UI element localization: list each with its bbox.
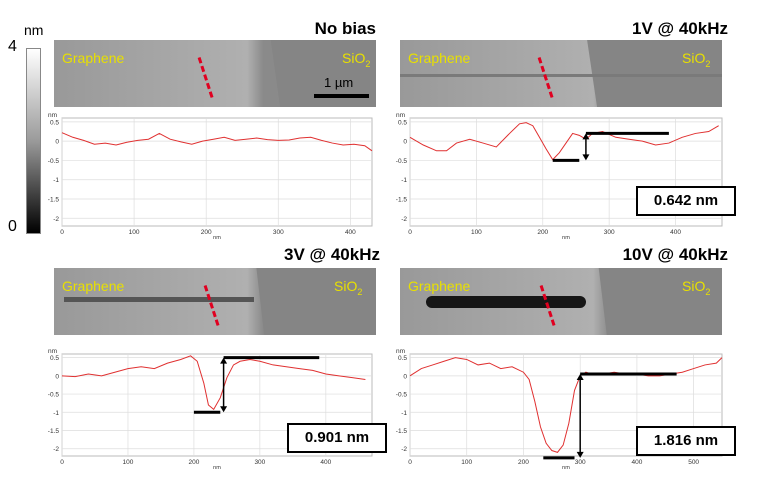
x-tick-label: 200 (201, 229, 212, 236)
y-tick-label: -0.5 (396, 158, 408, 165)
sio2-region (256, 268, 376, 335)
panel-title-1v: 1V @ 40kHz (632, 19, 728, 38)
sio2-region (598, 268, 722, 335)
x-tick-label: 300 (273, 229, 284, 236)
y-tick-label: -1 (53, 410, 59, 417)
x-axis-label: nm (562, 235, 570, 240)
afm-image-10v: Graphene SiO2 (400, 268, 722, 335)
y-tick-label: 0 (55, 373, 59, 380)
y-tick-label: -1.5 (48, 428, 60, 435)
colorbar-max-label: 4 (8, 38, 17, 55)
y-tick-label: -2 (53, 216, 59, 223)
x-tick-label: 300 (575, 459, 586, 466)
cut-line (203, 284, 223, 326)
scale-bar-label: 1 µm (324, 75, 354, 90)
oxidation-line (426, 296, 586, 308)
measurement-box-3v: 0.901 nm (287, 423, 387, 453)
y-tick-label: 0 (403, 373, 407, 380)
x-tick-label: 400 (631, 459, 642, 466)
x-tick-label: 200 (518, 459, 529, 466)
x-tick-label: 400 (670, 229, 681, 236)
scale-bar (314, 94, 369, 98)
x-tick-label: 400 (345, 229, 356, 236)
x-axis-label: nm (213, 235, 221, 240)
panel-title-3v: 3V @ 40kHz (284, 245, 380, 264)
y-tick-label: 0 (55, 139, 59, 146)
profile-trace (409, 122, 719, 161)
afm-image-no-bias: Graphene SiO2 1 µm (54, 40, 376, 107)
x-tick-label: 0 (60, 229, 64, 236)
x-tick-label: 200 (188, 459, 199, 466)
y-tick-label: -0.5 (48, 158, 60, 165)
x-tick-label: 400 (320, 459, 331, 466)
graphene-label: Graphene (408, 50, 471, 66)
x-tick-label: 300 (604, 229, 615, 236)
afm-image-1v: Graphene SiO2 (400, 40, 722, 107)
x-tick-label: 0 (60, 459, 64, 466)
colorbar (26, 48, 41, 234)
y-tick-label: 0 (403, 139, 407, 146)
y-tick-label: -1 (53, 177, 59, 184)
y-tick-label: -1 (401, 410, 407, 417)
y-axis-label: nm (396, 348, 405, 355)
cut-line (197, 56, 217, 98)
y-tick-label: -2 (401, 446, 407, 453)
sio2-label: SiO2 (334, 278, 363, 297)
colorbar-min-label: 0 (8, 218, 17, 235)
panel-title-no-bias: No bias (314, 19, 376, 38)
depth-arrow-head-up (582, 133, 590, 140)
y-tick-label: -0.5 (48, 392, 60, 399)
sio2-label: SiO2 (682, 50, 711, 69)
x-tick-label: 200 (537, 229, 548, 236)
y-tick-label: -0.5 (396, 392, 408, 399)
x-tick-label: 300 (254, 459, 265, 466)
x-tick-label: 100 (123, 459, 134, 466)
depth-arrow-head-up (220, 357, 228, 364)
y-tick-label: 0.5 (398, 355, 407, 362)
x-tick-label: 0 (408, 459, 412, 466)
panel-title-10v: 10V @ 40kHz (622, 245, 728, 264)
cut-line (537, 56, 557, 98)
y-tick-label: -1 (401, 177, 407, 184)
oxidation-line (400, 74, 722, 77)
depth-arrow-head-down (220, 406, 228, 413)
x-tick-label: 0 (408, 229, 412, 236)
x-tick-label: 500 (688, 459, 699, 466)
oxidation-line (64, 297, 254, 302)
y-tick-label: 0.5 (398, 119, 407, 126)
graphene-label: Graphene (62, 278, 125, 294)
y-axis-label: nm (48, 348, 57, 355)
y-tick-label: -1.5 (48, 197, 60, 204)
x-axis-label: nm (562, 465, 570, 470)
afm-image-3v: Graphene SiO2 (54, 268, 376, 335)
y-tick-label: 0.5 (50, 355, 59, 362)
sio2-label: SiO2 (682, 278, 711, 297)
sio2-region (587, 40, 722, 107)
plot-area (61, 117, 373, 227)
profile-trace (61, 132, 373, 152)
depth-arrow-head-up (576, 374, 584, 381)
graphene-label: Graphene (62, 50, 125, 66)
x-tick-label: 100 (471, 229, 482, 236)
y-tick-label: -1.5 (396, 197, 408, 204)
sio2-label: SiO2 (342, 50, 371, 69)
x-tick-label: 100 (461, 459, 472, 466)
depth-arrow-head-down (576, 451, 584, 458)
graphene-label: Graphene (408, 278, 471, 294)
y-tick-label: -2 (53, 446, 59, 453)
profile-trace (61, 355, 366, 411)
measurement-box-10v: 1.816 nm (636, 426, 736, 456)
y-tick-label: -2 (401, 216, 407, 223)
colorbar-unit: nm (24, 22, 44, 38)
x-axis-label: nm (213, 465, 221, 470)
y-axis-label: nm (48, 112, 57, 119)
y-axis-label: nm (396, 112, 405, 119)
depth-arrow-head-down (582, 154, 590, 161)
y-tick-label: 0.5 (50, 119, 59, 126)
y-tick-label: -1.5 (396, 428, 408, 435)
x-tick-label: 100 (129, 229, 140, 236)
measurement-box-1v: 0.642 nm (636, 186, 736, 216)
